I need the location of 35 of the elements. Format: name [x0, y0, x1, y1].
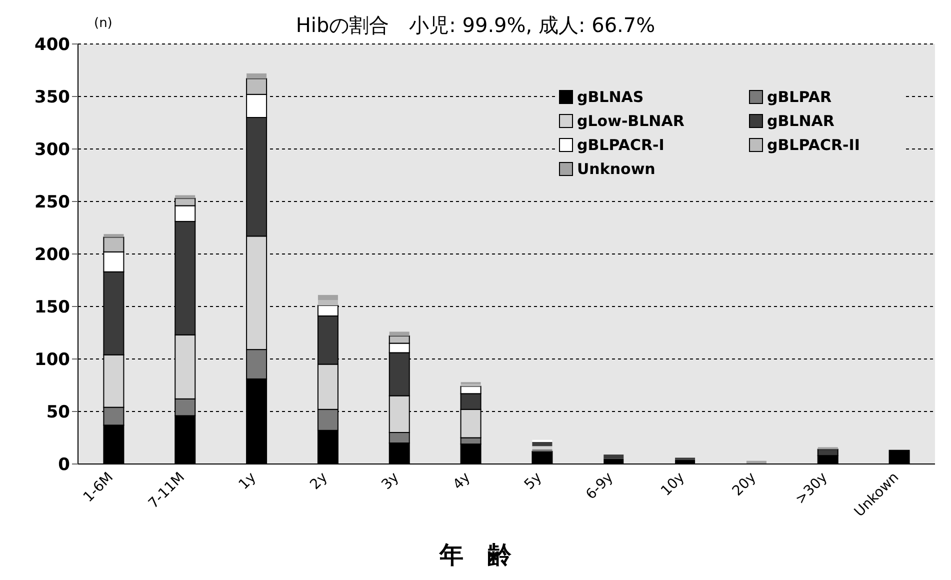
x-tick-label: 10y — [658, 470, 688, 500]
y-tick-label: 150 — [34, 298, 70, 318]
legend-label: gLow-BLNAR — [577, 112, 684, 130]
y-tick-label: 300 — [34, 140, 70, 160]
legend-label: gBLNAR — [767, 112, 834, 130]
x-tick-label: 5y — [522, 470, 546, 493]
bar — [389, 332, 410, 336]
y-tick-label: 0 — [58, 455, 70, 476]
bar — [175, 195, 196, 198]
legend-label: gBLNAS — [577, 88, 644, 106]
bar — [246, 73, 267, 79]
y-tick-label: 350 — [34, 88, 70, 108]
bar — [318, 294, 338, 300]
legend-label: gBLPACR-II — [767, 136, 860, 154]
y-tick-label: 400 — [34, 35, 70, 56]
y-tick-label: 50 — [46, 402, 70, 423]
y-axis-title: (n) — [94, 16, 112, 31]
x-axis-title: 年 齢 — [438, 540, 512, 571]
y-tick-label: 100 — [34, 350, 70, 370]
bar — [532, 446, 552, 450]
legend-label: gBLPAR — [767, 88, 832, 106]
bar — [532, 442, 552, 446]
bar — [604, 454, 624, 459]
legend-label: gBLPACR-I — [577, 136, 664, 154]
x-tick-label: 20y — [730, 470, 760, 500]
x-tick-label: 4y — [450, 470, 474, 493]
x-tick-label: 3y — [378, 470, 402, 493]
chart-title: Hibの割合 小児: 99.9%, 成人: 66.7% — [296, 13, 656, 37]
y-tick-label: 200 — [34, 245, 70, 266]
y-tick-label: 250 — [34, 192, 70, 213]
legend-label: Unknown — [577, 160, 656, 178]
bar — [104, 234, 124, 238]
x-tick-label: 1y — [236, 470, 260, 493]
bar — [318, 300, 338, 306]
x-tick-label: 2y — [307, 470, 331, 493]
